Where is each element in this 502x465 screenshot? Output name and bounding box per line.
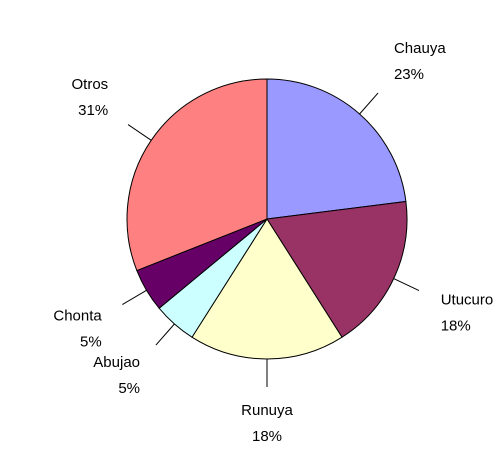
leader-line — [155, 323, 175, 346]
pie-slice — [191, 218, 343, 360]
leader-line — [359, 92, 379, 115]
slice-label: Chonta — [53, 308, 102, 325]
pie-slice — [266, 200, 408, 338]
slice-value-label: 23% — [394, 66, 424, 83]
leader-line — [393, 278, 420, 291]
slice-label: Runuya — [241, 402, 293, 419]
slice-label: Utucuro — [441, 292, 494, 309]
leader-line — [122, 289, 147, 305]
slice-label: Otros — [72, 76, 109, 93]
slice-value-label: 18% — [252, 428, 282, 445]
slice-value-label: 5% — [118, 380, 140, 397]
slice-value-label: 31% — [78, 102, 108, 119]
slice-label: Abujao — [93, 354, 140, 371]
pie-slice — [266, 78, 407, 220]
slice-value-label: 18% — [441, 318, 471, 335]
leader-line — [127, 124, 152, 141]
slice-label: Chauya — [394, 40, 446, 57]
slice-value-label: 5% — [80, 334, 102, 351]
